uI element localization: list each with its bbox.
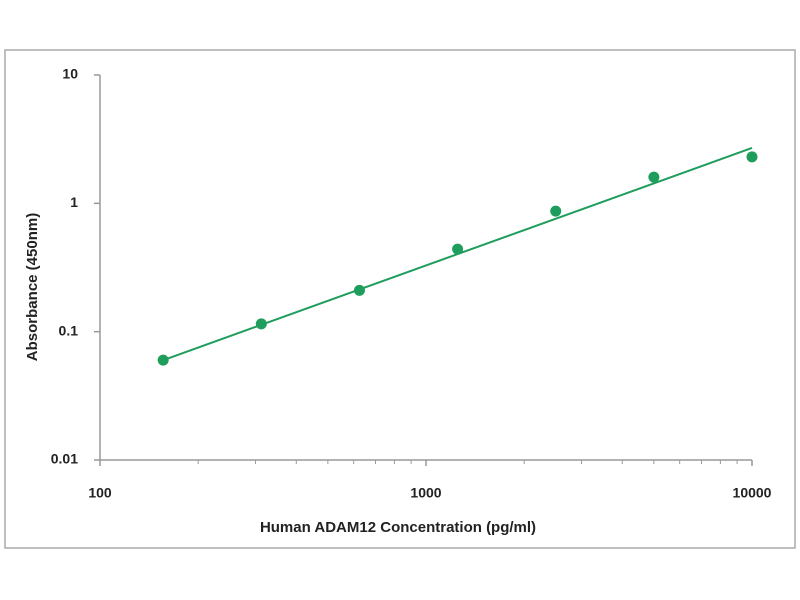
y-tick-label: 10 [62,66,78,82]
x-axis-label: Human ADAM12 Concentration (pg/ml) [260,519,536,536]
data-point [255,318,267,330]
x-tick-label: 10000 [733,485,772,501]
y-tick-label: 0.1 [59,322,79,338]
chart-frame [4,49,796,549]
data-point [550,205,562,217]
data-point [353,284,365,296]
y-axis-label: Absorbance (450nm) [24,213,41,361]
x-tick-label: 1000 [410,485,441,501]
y-tick-label: 0.01 [51,451,78,467]
y-tick-label: 1 [70,194,78,210]
data-point [157,354,169,366]
data-point [648,171,660,183]
x-tick-label: 100 [88,485,112,501]
data-point [452,243,464,255]
data-point [746,151,758,163]
